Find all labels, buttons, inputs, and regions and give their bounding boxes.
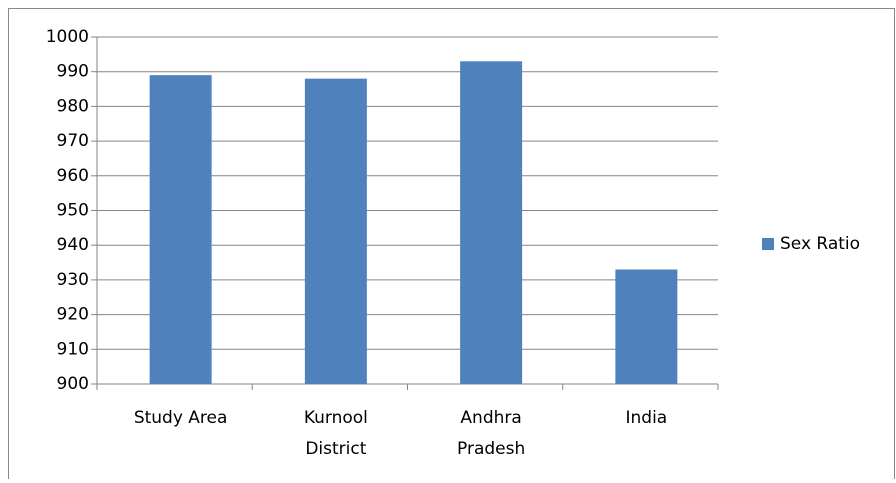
- y-tick-label: 980: [57, 96, 89, 116]
- chart-border: [8, 8, 895, 483]
- y-tick-label: 910: [57, 339, 89, 359]
- bar: [615, 269, 678, 384]
- x-tick-label: District: [305, 439, 366, 459]
- y-tick-label: 950: [57, 201, 89, 221]
- bar: [304, 78, 367, 384]
- y-tick-label: 1000: [46, 27, 89, 47]
- y-tick-label: 900: [57, 374, 89, 394]
- x-tick-label: Study Area: [134, 408, 228, 428]
- x-tick-label: Andhra: [460, 408, 521, 428]
- y-tick-label: 970: [57, 131, 89, 151]
- x-tick-label: Kurnool: [304, 408, 368, 428]
- x-tick-label: India: [626, 408, 668, 428]
- y-tick-label: 920: [57, 305, 89, 325]
- y-tick-label: 990: [57, 62, 89, 82]
- bar: [460, 61, 523, 384]
- y-tick-label: 940: [57, 235, 89, 255]
- legend-label: Sex Ratio: [780, 234, 860, 254]
- legend-swatch: [762, 238, 774, 250]
- bar: [149, 75, 212, 385]
- y-tick-label: 930: [57, 270, 89, 290]
- x-tick-label: Pradesh: [457, 439, 525, 459]
- y-tick-label: 960: [57, 166, 89, 186]
